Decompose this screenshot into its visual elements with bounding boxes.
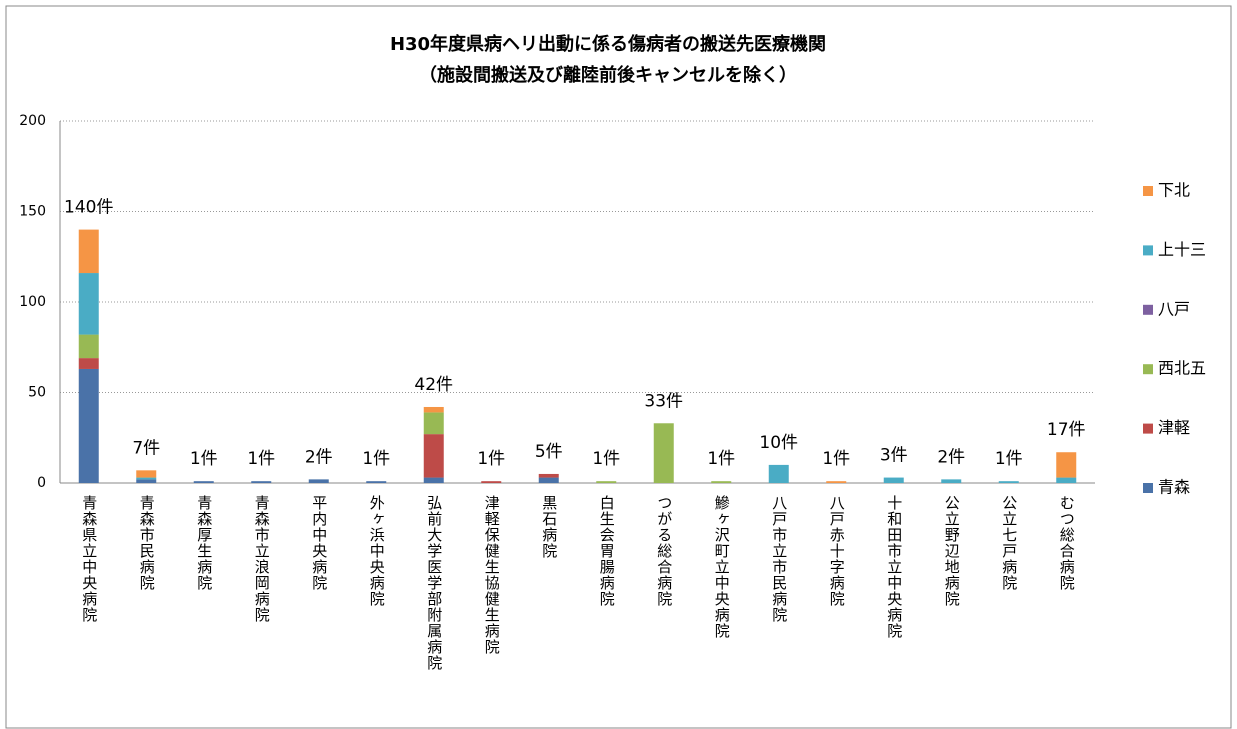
x-tick-label: 青森県立中央病院: [80, 495, 98, 623]
chart-subtitle: （施設間搬送及び離陸前後キャンセルを除く）: [419, 64, 797, 86]
total-label: 1件: [477, 449, 505, 469]
bar-segment: [596, 481, 617, 483]
y-tick-label: 200: [19, 113, 46, 129]
x-tick-label: 十和田市立中央病院: [885, 495, 903, 639]
legend-label: 西北五: [1158, 359, 1206, 378]
bar-segment: [366, 481, 387, 483]
bar-segment: [1056, 477, 1077, 483]
legend-swatch: [1143, 304, 1153, 315]
x-tick-label: 平内中央病院: [310, 495, 328, 591]
x-tick-label: 津軽保健生協健生病院: [483, 495, 501, 655]
bar-segment: [78, 229, 99, 274]
legend-swatch: [1143, 364, 1153, 375]
legend-label: 下北: [1158, 181, 1190, 200]
bar-segment: [481, 481, 502, 483]
x-tick-label: 青森厚生病院: [195, 495, 213, 591]
x-tick-label: 弘前大学医学部附属病院: [425, 495, 443, 671]
total-label: 2件: [937, 447, 965, 467]
x-tick-label: 鰺ヶ沢町立中央病院: [713, 495, 731, 639]
total-label: 1件: [190, 449, 218, 469]
total-label: 1件: [247, 449, 275, 469]
total-label: 140件: [64, 198, 113, 218]
bar-segment: [883, 477, 904, 483]
total-label: 1件: [592, 449, 620, 469]
y-tick-label: 0: [37, 475, 46, 491]
bar-segment: [193, 481, 214, 483]
bar-segment: [423, 412, 444, 435]
x-tick-label: 白生会胃腸病院: [598, 495, 616, 607]
x-tick-label: 黒石病院: [540, 495, 558, 559]
legend-swatch: [1143, 186, 1153, 196]
total-label: 42件: [414, 375, 453, 395]
y-tick-label: 100: [19, 294, 46, 310]
x-tick-label: 青森市立浪岡病院: [253, 495, 271, 623]
y-tick-label: 150: [19, 204, 46, 220]
x-tick-label: 公立七戸病院: [1000, 495, 1018, 591]
total-label: 17件: [1047, 420, 1086, 440]
total-label: 1件: [822, 449, 850, 469]
bar-segment: [941, 479, 962, 483]
x-tick-label: 青森市民病院: [138, 495, 156, 591]
legend-label: 上十三: [1158, 240, 1206, 259]
bar-segment: [78, 368, 99, 483]
bar-segment: [136, 479, 157, 483]
legend-label: 青森: [1158, 478, 1190, 497]
bar-segment: [308, 479, 329, 483]
legend-label: 津軽: [1158, 418, 1190, 437]
bar-segment: [423, 477, 444, 483]
bar-segment: [136, 470, 157, 478]
chart-title: H30年度県病ヘリ出動に係る傷病者の搬送先医療機関: [390, 33, 826, 55]
bar-segment: [78, 334, 99, 359]
legend-swatch: [1143, 483, 1153, 493]
total-label: 1件: [995, 449, 1023, 469]
legend-swatch: [1143, 245, 1153, 256]
total-label: 10件: [759, 433, 798, 453]
total-label: 7件: [132, 438, 160, 458]
total-label: 3件: [880, 446, 908, 466]
total-label: 5件: [535, 442, 563, 462]
total-label: 1件: [362, 449, 390, 469]
bar-segment: [78, 273, 99, 335]
chart-frame: [5, 5, 1232, 729]
x-tick-label: 外ヶ浜中央病院: [368, 495, 386, 607]
x-tick-label: 八戸赤十字病院: [828, 495, 846, 607]
x-tick-label: つがる総合病院: [655, 495, 673, 607]
bar-segment: [423, 434, 444, 478]
bar-segment: [711, 481, 732, 483]
bar-segment: [653, 423, 674, 483]
bar-segment: [251, 481, 272, 483]
legend-label: 八戸: [1158, 299, 1190, 318]
bar-segment: [538, 473, 559, 478]
bar-segment: [1056, 452, 1077, 478]
bar-segment: [423, 406, 444, 413]
x-tick-label: 公立野辺地病院: [943, 495, 961, 607]
x-tick-label: 八戸市立市民病院: [770, 495, 788, 623]
bar-segment: [768, 464, 789, 483]
bar-segment: [538, 477, 559, 483]
total-label: 33件: [644, 391, 683, 411]
legend-swatch: [1143, 423, 1153, 434]
bar-segment: [78, 358, 99, 369]
bar-segment: [998, 481, 1019, 483]
x-tick-label: むつ総合病院: [1058, 495, 1076, 591]
bar-segment: [826, 481, 847, 483]
total-label: 1件: [707, 449, 735, 469]
bar-segment: [136, 477, 157, 480]
y-tick-label: 50: [28, 385, 46, 401]
total-label: 2件: [305, 447, 333, 467]
